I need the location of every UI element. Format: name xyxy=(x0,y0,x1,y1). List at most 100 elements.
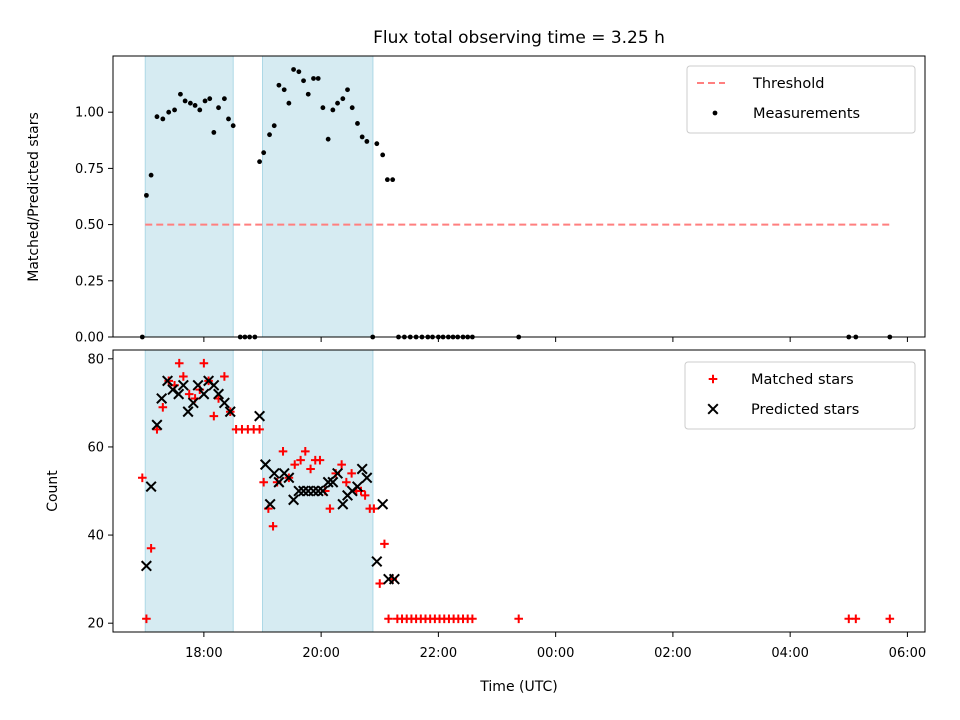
measurement-point xyxy=(384,177,390,183)
predicted-star-point xyxy=(213,388,225,400)
measurement-point xyxy=(315,76,321,81)
measurement-point xyxy=(374,141,380,147)
top-plot-frame xyxy=(112,55,926,338)
measurement-point xyxy=(305,91,311,97)
measurement-point xyxy=(192,103,198,108)
x-tick-label: 18:00 xyxy=(185,646,222,661)
top-measurement-points xyxy=(139,67,893,340)
matched-star-point xyxy=(259,477,268,487)
matched-star-point xyxy=(384,614,393,624)
top-y-axis-label: Matched/Predicted stars xyxy=(26,112,42,282)
measurement-point xyxy=(330,107,336,113)
matched-star-point xyxy=(325,504,335,513)
measurement-point xyxy=(257,159,262,165)
measurement-point xyxy=(226,116,231,122)
predicted-star-point xyxy=(140,560,152,572)
x-tick-label: 20:00 xyxy=(302,646,339,661)
bottom-predicted-points xyxy=(140,375,400,585)
matched-star-point xyxy=(174,358,184,368)
matched-star-point xyxy=(708,374,718,384)
measurement-point xyxy=(345,87,350,93)
measurement-point xyxy=(197,107,203,113)
bottom-x-axis: 18:00 20:00 22:00 00:00 02:00 04:00 06:00 xyxy=(185,632,926,661)
bottom-y-axis: 20 40 60 80 xyxy=(87,352,113,632)
matched-star-point xyxy=(146,543,156,553)
matched-star-point xyxy=(885,614,895,624)
matched-star-point xyxy=(375,579,385,588)
predicted-star-point xyxy=(283,472,295,484)
measurement-point xyxy=(311,76,316,81)
predicted-star-point xyxy=(208,379,220,391)
matched-star-point xyxy=(209,411,219,421)
measurement-point xyxy=(335,100,340,106)
measurement-point xyxy=(325,136,331,142)
top-panel: 0.00 0.25 0.50 0.75 1.00 Threshold Measuremen… xyxy=(75,55,926,346)
measurement-point xyxy=(202,98,208,104)
measurement-point xyxy=(286,100,292,106)
matched-star-point xyxy=(380,539,389,549)
predicted-star-point xyxy=(151,419,163,431)
measurement-point xyxy=(166,109,172,115)
bottom-legend: Matched stars Predicted stars xyxy=(684,361,916,430)
matched-star-point xyxy=(179,372,188,381)
measurement-point xyxy=(320,105,326,111)
matched-star-point xyxy=(278,447,288,456)
predicted-star-point xyxy=(264,498,276,510)
predicted-star-point xyxy=(317,485,329,497)
matched-star-point xyxy=(268,521,278,531)
matched-star-point xyxy=(347,469,356,478)
top-shaded-region xyxy=(262,55,374,338)
predicted-star-point xyxy=(192,379,204,391)
measurement-point xyxy=(291,67,296,72)
measurement-point xyxy=(364,139,370,144)
matched-star-point xyxy=(851,614,861,624)
matched-star-point xyxy=(220,372,229,381)
top-shaded-regions xyxy=(144,55,374,338)
predicted-star-point xyxy=(173,388,185,400)
measurement-point xyxy=(355,121,360,126)
predicted-star-point xyxy=(198,388,210,400)
predicted-star-point xyxy=(312,485,324,497)
measurement-point xyxy=(178,91,183,97)
bottom-y-tick-label: 40 xyxy=(87,529,104,544)
matched-star-point xyxy=(142,614,151,624)
bottom-legend-label: Predicted stars xyxy=(751,402,859,418)
measurement-point xyxy=(301,78,306,84)
predicted-star-point xyxy=(259,459,271,471)
x-tick-label: 00:00 xyxy=(537,646,574,661)
predicted-star-point xyxy=(187,397,199,409)
top-y-axis: 0.00 0.25 0.50 0.75 1.00 xyxy=(75,106,113,346)
matched-star-point xyxy=(468,614,477,624)
chart-title: Flux total observing time = 3.25 h xyxy=(373,28,665,48)
predicted-star-point xyxy=(162,375,174,387)
predicted-star-point xyxy=(218,397,230,409)
bottom-y-tick-label: 20 xyxy=(87,617,104,632)
top-x-ticks xyxy=(203,337,908,342)
matched-star-point xyxy=(315,455,325,465)
top-legend-box xyxy=(686,65,916,134)
predicted-star-point xyxy=(332,467,344,479)
predicted-star-point xyxy=(351,481,363,493)
matched-star-point xyxy=(255,425,264,434)
measurement-point xyxy=(359,134,365,140)
matched-star-point xyxy=(152,425,162,434)
measurement-point xyxy=(207,96,213,102)
predicted-star-point xyxy=(377,498,389,510)
legend-measurement-swatch xyxy=(712,110,718,116)
matched-star-point xyxy=(301,447,310,456)
top-y-tick-label: 0.75 xyxy=(75,162,104,177)
predicted-star-point xyxy=(371,555,383,568)
predicted-star-point xyxy=(167,384,179,396)
predicted-star-point xyxy=(156,392,168,404)
top-y-tick-label: 0.00 xyxy=(75,331,104,346)
top-legend: Threshold Measurements xyxy=(686,65,916,134)
predicted-star-point xyxy=(707,403,719,415)
matched-star-point xyxy=(199,358,209,368)
bottom-plot-frame xyxy=(112,349,926,633)
predicted-star-point xyxy=(224,406,236,418)
measurement-point xyxy=(182,98,188,104)
matched-star-point xyxy=(360,491,370,500)
predicted-star-point xyxy=(182,406,194,418)
predicted-star-point xyxy=(337,498,349,510)
measurement-point xyxy=(267,132,272,138)
